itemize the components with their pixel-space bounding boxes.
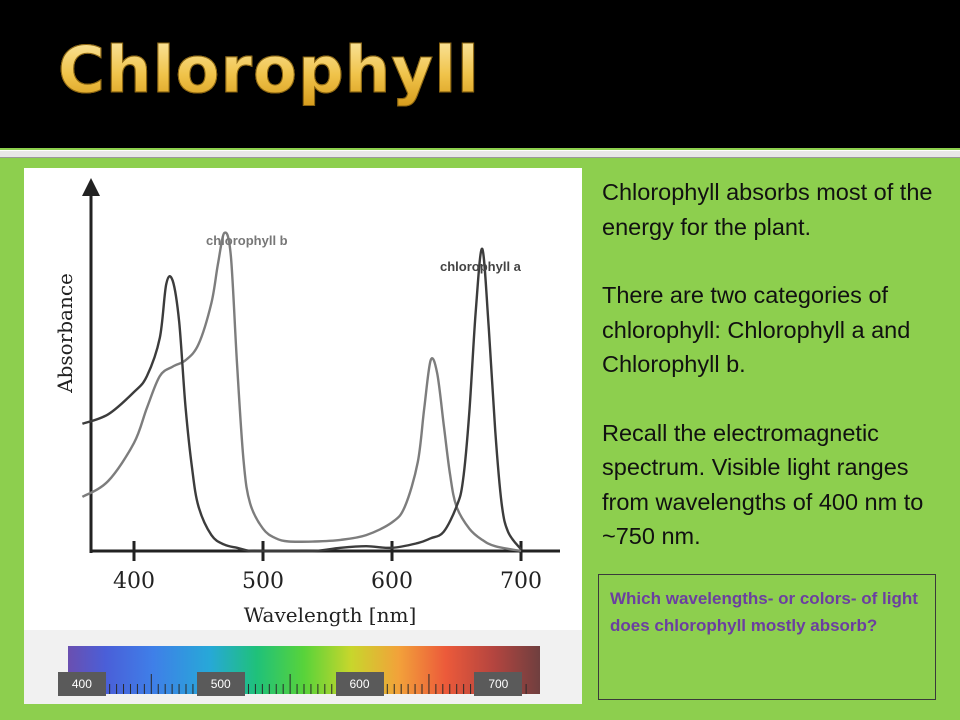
visible-spectrum-bar — [68, 646, 540, 694]
header-divider — [0, 150, 960, 158]
spectrum-label-400: 400 — [57, 672, 106, 696]
chart-curves — [81, 231, 522, 553]
x-tick-label-400: 400 — [113, 569, 155, 594]
absorbance-figure: 400 500 600 700 Wavelength [nm] Absorbance … — [24, 168, 582, 704]
x-axis-label: Wavelength [nm] — [244, 603, 417, 627]
slide-title: Chlorophyll — [58, 34, 480, 109]
slide-header: Chlorophyll — [0, 0, 960, 148]
body-paragraph-absorption: Chlorophyll absorbs most of the energy f… — [602, 179, 933, 240]
series-line-chlorophyll-b — [81, 231, 522, 553]
body-paragraph-categories: There are two categories of chlorophyll:… — [602, 282, 911, 377]
x-tick-label-500: 500 — [242, 569, 284, 594]
x-tick-label-700: 700 — [500, 569, 542, 594]
series-label-chlorophyll-a: chlorophyll a — [440, 259, 522, 274]
question-box: Which wavelengths- or colors- of light d… — [598, 574, 936, 700]
chart-axes — [82, 178, 560, 561]
y-axis-arrowhead — [82, 178, 100, 196]
spectrum-tick-marks — [81, 674, 527, 694]
y-axis-label: Absorbance — [53, 273, 77, 394]
question-text: Which wavelengths- or colors- of light d… — [610, 589, 918, 635]
series-line-chlorophyll-a — [81, 247, 522, 553]
series-label-chlorophyll-b: chlorophyll b — [206, 233, 288, 248]
slide-body-text: Chlorophyll absorbs most of the energy f… — [602, 175, 952, 588]
x-tick-label-600: 600 — [371, 569, 413, 594]
spectrum-label-500: 500 — [196, 672, 245, 696]
absorbance-chart: 400 500 600 700 Wavelength [nm] Absorbance … — [53, 178, 560, 627]
spectrum-label-700: 700 — [474, 672, 523, 696]
spectrum-label-600: 600 — [335, 672, 384, 696]
visible-spectrum-panel: 400 500 600 700 — [24, 630, 582, 704]
absorbance-plot-panel: 400 500 600 700 Wavelength [nm] Absorbance … — [24, 168, 582, 630]
body-paragraph-spectrum: Recall the electromagnetic spectrum. Vis… — [602, 419, 924, 550]
chart-tick-labels: 400 500 600 700 — [113, 569, 542, 594]
